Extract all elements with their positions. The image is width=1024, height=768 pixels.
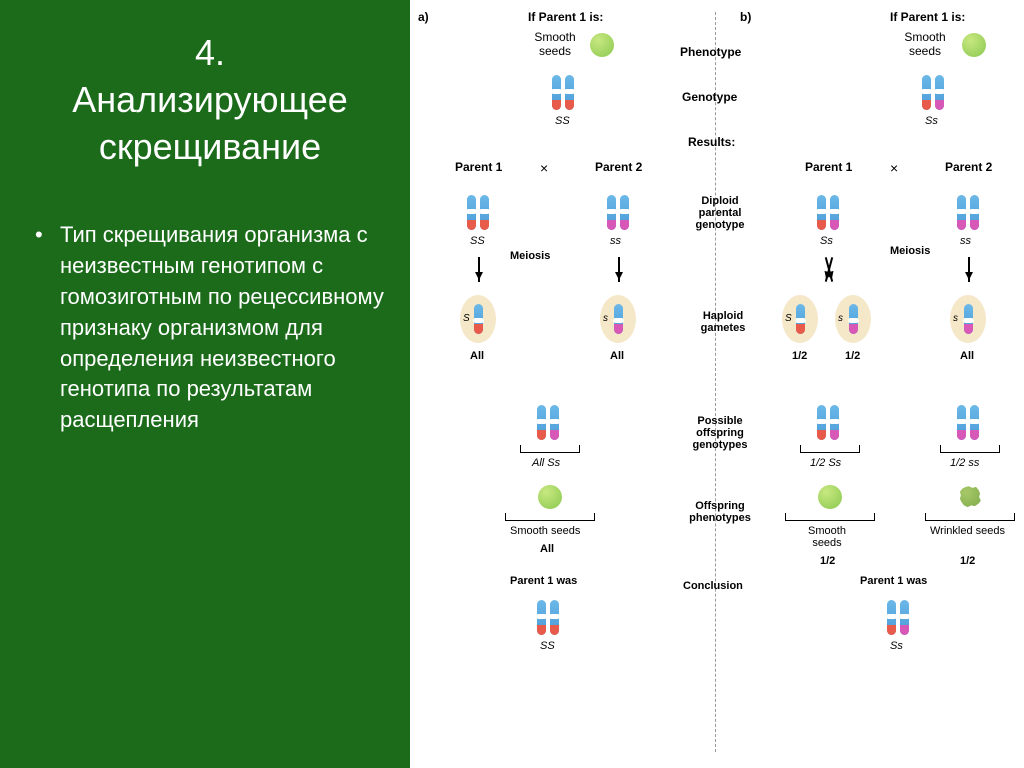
geno-SS-conc: SS (540, 640, 555, 652)
chrom-pair (885, 600, 911, 638)
haploid-label: Haploid gametes (688, 310, 758, 334)
all-b: All (960, 350, 974, 362)
offpheno-label: Offspring phenotypes (675, 500, 765, 524)
title-number: 4. (30, 30, 390, 77)
if-parent-a: If Parent 1 is: (528, 10, 603, 24)
center-divider (715, 12, 716, 752)
geno-ss-a: ss (610, 235, 621, 247)
half-b2: 1/2 (845, 350, 860, 362)
geno-Ss-b: Ss (820, 235, 833, 247)
gamete-icon: s (950, 295, 986, 343)
chrom-pair (955, 405, 981, 443)
slide-title: 4. Анализирующее скрещивание (30, 30, 390, 170)
bracket-icon (505, 513, 595, 521)
text-panel: 4. Анализирующее скрещивание Тип скрещив… (0, 0, 410, 768)
label-a: a) (418, 10, 429, 24)
chrom-pair (920, 75, 946, 113)
bullet-text: Тип скрещивания организма с неизвестным … (30, 220, 390, 436)
bracket-icon (940, 445, 1000, 453)
if-parent-b: If Parent 1 is: (890, 10, 965, 24)
results-label: Results: (688, 135, 735, 149)
gamete-icon: s (600, 295, 636, 343)
all-Ss: All Ss (532, 457, 560, 469)
half-off-b1: 1/2 (820, 555, 835, 567)
smooth-off-b: Smooth seeds (792, 525, 862, 549)
smooth-off-a: Smooth seeds (510, 525, 580, 537)
half-Ss: 1/2 Ss (810, 457, 841, 469)
parent1-a: Parent 1 (455, 160, 502, 174)
smooth-b: Smooth seeds (895, 30, 955, 58)
chrom-pair (465, 195, 491, 233)
geno-Ss: Ss (925, 115, 938, 127)
all-a2: All (610, 350, 624, 362)
p1was-b: Parent 1 was (860, 575, 927, 587)
meiosis-b: Meiosis (890, 245, 930, 257)
gamete-icon: S (460, 295, 496, 343)
parent2-b: Parent 2 (945, 160, 992, 174)
diploid-label: Diploid parental genotype (680, 195, 760, 231)
bracket-icon (520, 445, 580, 453)
seed-icon (818, 485, 842, 509)
parent1-b: Parent 1 (805, 160, 852, 174)
half-ss: 1/2 ss (950, 457, 979, 469)
bracket-icon (925, 513, 1015, 521)
all-off-a: All (540, 543, 554, 555)
gamete-icon: S (782, 295, 818, 343)
smooth-a: Smooth seeds (525, 30, 585, 58)
seed-icon (962, 33, 986, 57)
geno-Ss-conc: Ss (890, 640, 903, 652)
chrom-pair (955, 195, 981, 233)
bracket-icon (800, 445, 860, 453)
chrom-pair (535, 600, 561, 638)
seed-icon (538, 485, 562, 509)
wrinkled-off-b: Wrinkled seeds (930, 525, 1005, 537)
diagram-panel: a) b) If Parent 1 is: If Parent 1 is: Ph… (410, 0, 1024, 768)
meiosis-a: Meiosis (510, 250, 550, 262)
phenotype-label: Phenotype (680, 45, 741, 59)
geno-SS: SS (555, 115, 570, 127)
cross-symbol: × (890, 160, 898, 176)
chrom-pair (815, 405, 841, 443)
geno-SS2: SS (470, 235, 485, 247)
p1was-a: Parent 1 was (510, 575, 577, 587)
geno-ss-b: ss (960, 235, 971, 247)
parent2-a: Parent 2 (595, 160, 642, 174)
arrow-icon (618, 257, 620, 282)
chrom-pair (535, 405, 561, 443)
chrom-pair (605, 195, 631, 233)
label-b: b) (740, 10, 751, 24)
chrom-pair (815, 195, 841, 233)
cross-symbol: × (540, 160, 548, 176)
genotype-label: Genotype (682, 90, 737, 104)
half-b1: 1/2 (792, 350, 807, 362)
wrinkled-seed-icon (958, 485, 982, 509)
all-a1: All (470, 350, 484, 362)
chrom-pair (550, 75, 576, 113)
gamete-icon: s (835, 295, 871, 343)
seed-icon (590, 33, 614, 57)
conclusion-label: Conclusion (683, 580, 743, 592)
bracket-icon (785, 513, 875, 521)
title-main: Анализирующее скрещивание (30, 77, 390, 171)
half-off-b2: 1/2 (960, 555, 975, 567)
arrow-icon (968, 257, 970, 282)
arrow-icon (478, 257, 480, 282)
possible-label: Possible offspring genotypes (680, 415, 760, 451)
